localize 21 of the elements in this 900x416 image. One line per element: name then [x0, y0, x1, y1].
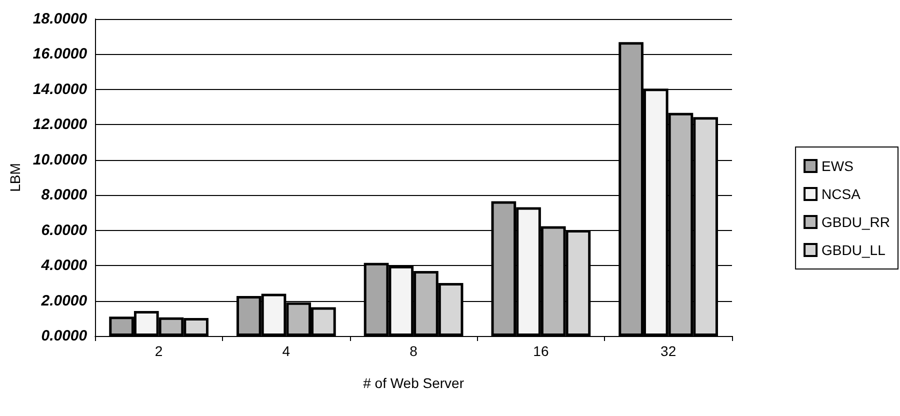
- x-tick-label: 2: [154, 343, 163, 359]
- y-tick-label: 16.0000: [32, 46, 88, 63]
- y-tick-label: 6.0000: [41, 222, 88, 239]
- y-axis-title: LBM: [7, 163, 23, 192]
- legend-label: NCSA: [822, 186, 862, 202]
- y-tick-label: 2.0000: [40, 292, 88, 310]
- x-tick-label: 16: [533, 343, 549, 359]
- x-tick-label: 4: [282, 343, 290, 359]
- x-tick-label: 8: [410, 343, 418, 359]
- legend-label: EWS: [822, 158, 854, 174]
- y-tick-label: 0.0000: [41, 328, 88, 344]
- y-tick-label: 14.0000: [32, 80, 88, 98]
- x-tick-label: 32: [660, 343, 676, 359]
- legend-label: GBDU_LL: [822, 242, 886, 258]
- y-tick-label: 12.0000: [32, 116, 88, 134]
- legend-label: GBDU_RR: [822, 214, 890, 230]
- x-axis-title: # of Web Server: [363, 375, 464, 391]
- y-tick-label: 4.0000: [40, 257, 88, 274]
- y-tick-label: 8.0000: [41, 186, 88, 204]
- y-tick-label: 18.0000: [32, 10, 88, 28]
- y-tick-label: 10.0000: [32, 151, 88, 168]
